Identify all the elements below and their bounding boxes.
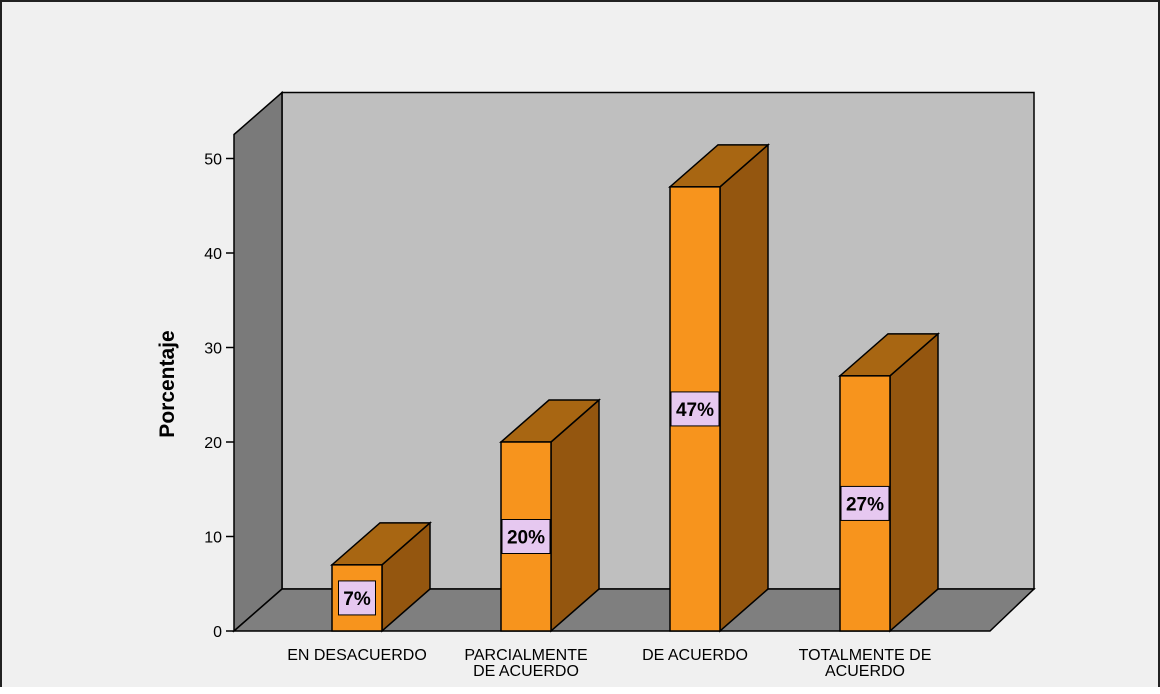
data-label: 7% <box>343 589 371 610</box>
data-label-box <box>501 519 551 554</box>
x-category-label: DE ACUERDO <box>473 663 579 680</box>
data-label-box <box>840 485 890 521</box>
data-label: 27% <box>846 494 884 515</box>
bar: 7% <box>330 521 432 633</box>
bar: 27% <box>838 332 940 633</box>
floor <box>232 588 1036 632</box>
bar-side <box>889 332 939 633</box>
y-axis: 0 10 20 30 40 50 <box>204 152 234 641</box>
side-wall <box>233 90 283 633</box>
data-label: 47% <box>676 400 714 421</box>
y-tick-label: 50 <box>204 152 222 169</box>
data-label-box <box>670 391 720 427</box>
y-tick-label: 40 <box>204 246 222 263</box>
bar: 20% <box>499 398 601 633</box>
y-axis-label: Porcentaje <box>156 330 179 437</box>
x-category-label: PARCIALMENTE <box>464 647 587 664</box>
bar: 47% <box>668 143 770 633</box>
x-category-label: ACUERDO <box>825 663 905 680</box>
x-category-label: EN DESACUERDO <box>287 647 427 664</box>
bar-side <box>719 143 769 633</box>
y-tick-label: 0 <box>213 624 222 641</box>
y-tick-label: 20 <box>204 435 222 452</box>
x-category-label: DE ACUERDO <box>642 647 748 664</box>
data-label: 20% <box>507 528 545 549</box>
data-label-box <box>338 580 376 616</box>
bars: 7% 20% 47% 27% <box>330 143 940 633</box>
y-tick-label: 30 <box>204 341 222 358</box>
y-tick-label: 10 <box>204 530 222 547</box>
x-category-label: TOTALMENTE DE <box>799 647 932 664</box>
